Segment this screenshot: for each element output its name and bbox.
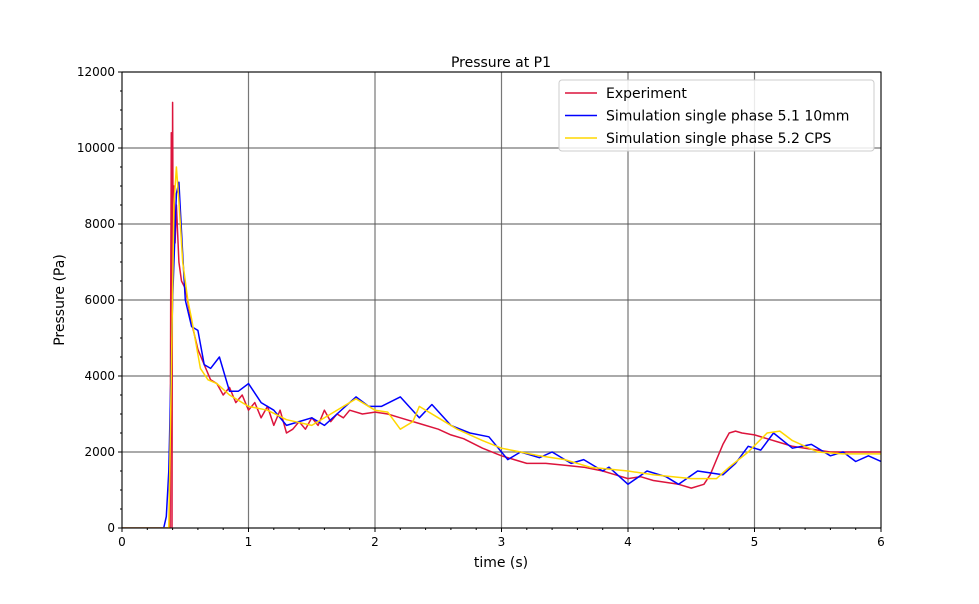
x-tick-label: 2 (371, 535, 379, 549)
series-lines (122, 101, 881, 528)
y-tick-label: 0 (107, 521, 115, 535)
y-tick-label: 2000 (84, 445, 115, 459)
x-tick-label: 3 (498, 535, 506, 549)
y-tick-label: 4000 (84, 369, 115, 383)
y-tick-label: 12000 (77, 65, 115, 79)
series-line-2 (122, 166, 881, 528)
legend-label: Simulation single phase 5.1 10mm (606, 109, 849, 125)
x-tick-label: 5 (751, 535, 759, 549)
y-tick-label: 10000 (77, 141, 115, 155)
chart-title: Pressure at P1 (451, 55, 551, 71)
x-tick-label: 0 (118, 535, 126, 549)
x-tick-label: 4 (624, 535, 632, 549)
y-tick-label: 8000 (84, 217, 115, 231)
legend-label: Simulation single phase 5.2 CPS (606, 131, 832, 147)
legend-label: Experiment (606, 86, 687, 102)
x-tick-label: 1 (245, 535, 253, 549)
y-axis-label: Pressure (Pa) (52, 254, 68, 346)
y-tick-label: 6000 (84, 293, 115, 307)
legend: Experiment Simulation single phase 5.1 10… (558, 79, 875, 152)
x-tick-label: 6 (877, 535, 885, 549)
axis-ticks: 0 1 2 3 4 5 6 0 2000 4000 6000 8000 10000 12000 (77, 65, 885, 549)
legend-box (558, 79, 875, 152)
x-axis-label: time (s) (474, 555, 528, 571)
